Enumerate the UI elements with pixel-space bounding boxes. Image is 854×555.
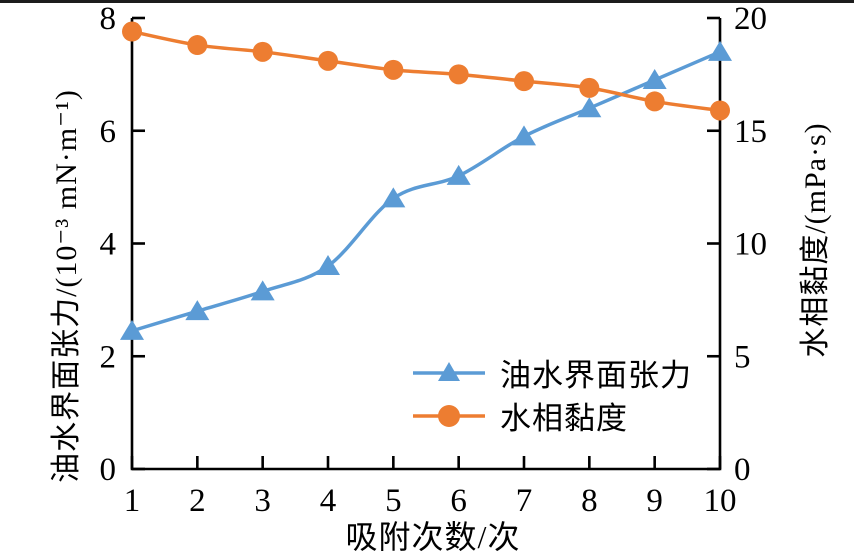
- series-0-point-9: [642, 69, 667, 90]
- x-tick-label-2: 2: [189, 483, 206, 519]
- series-0-point-7: [512, 125, 536, 146]
- legend-label-interfacial-tension: 油水界面张力: [500, 358, 692, 393]
- series-1-point-4: [318, 50, 338, 71]
- x-axis-title: 吸附次数/次: [345, 519, 521, 555]
- circle-marker-icon: [413, 404, 485, 427]
- series-1-point-1: [122, 21, 142, 42]
- x-tick-label-10: 10: [704, 483, 737, 519]
- series-1-point-2: [187, 35, 208, 56]
- series-0-point-3: [250, 280, 275, 301]
- x-tick-label-3: 3: [254, 483, 271, 519]
- left-tick-label-8: 8: [100, 1, 117, 37]
- x-tick-label-6: 6: [450, 483, 467, 519]
- left-tick-label-4: 4: [100, 227, 117, 263]
- right-tick-label-5: 5: [734, 339, 751, 375]
- right-tick-label-15: 15: [734, 114, 767, 150]
- left-tick-label-6: 6: [100, 114, 117, 150]
- right-tick-label-20: 20: [734, 1, 767, 37]
- left-axis-title: 油水界面张力/(10⁻³ mN·m⁻¹): [50, 89, 83, 483]
- left-tick-label-2: 2: [100, 339, 117, 375]
- right-tick-label-10: 10: [734, 227, 767, 263]
- x-tick-label-5: 5: [385, 483, 402, 519]
- x-tick-label-1: 1: [124, 483, 141, 519]
- series-0-point-5: [381, 187, 406, 208]
- x-tick-label-7: 7: [516, 483, 533, 519]
- legend-item-viscosity: 水相黏度: [412, 394, 692, 437]
- series-0-point-10: [708, 40, 732, 61]
- series-0-point-6: [446, 164, 471, 185]
- legend-label-viscosity: 水相黏度: [500, 401, 628, 436]
- legend: 油水界面张力 水相黏度: [412, 351, 692, 437]
- series-1-point-7: [514, 71, 534, 92]
- x-tick-label-4: 4: [320, 483, 337, 519]
- series-1-point-8: [579, 77, 600, 98]
- series-0-point-4: [316, 255, 340, 276]
- triangle-marker-icon: [413, 361, 485, 381]
- series-1-point-6: [448, 64, 469, 85]
- series-line-1: [131, 29, 721, 113]
- series-1-point-9: [644, 91, 665, 112]
- right-tick-label-0: 0: [734, 452, 751, 488]
- series-line-0: [131, 50, 721, 333]
- x-tick-label-9: 9: [646, 483, 663, 519]
- right-axis-title: 水相黏度/(mPa·s): [799, 122, 832, 358]
- series-1-point-10: [710, 100, 730, 121]
- x-tick-label-8: 8: [581, 483, 598, 519]
- series-0-point-2: [185, 300, 210, 321]
- series-1-point-3: [252, 41, 273, 62]
- series-0-point-1: [120, 319, 144, 340]
- legend-item-interfacial-tension: 油水界面张力: [412, 351, 692, 394]
- series-0-point-8: [577, 97, 602, 118]
- series-1-point-5: [383, 59, 404, 80]
- top-rule: [0, 0, 854, 3]
- left-tick-label-0: 0: [100, 452, 117, 488]
